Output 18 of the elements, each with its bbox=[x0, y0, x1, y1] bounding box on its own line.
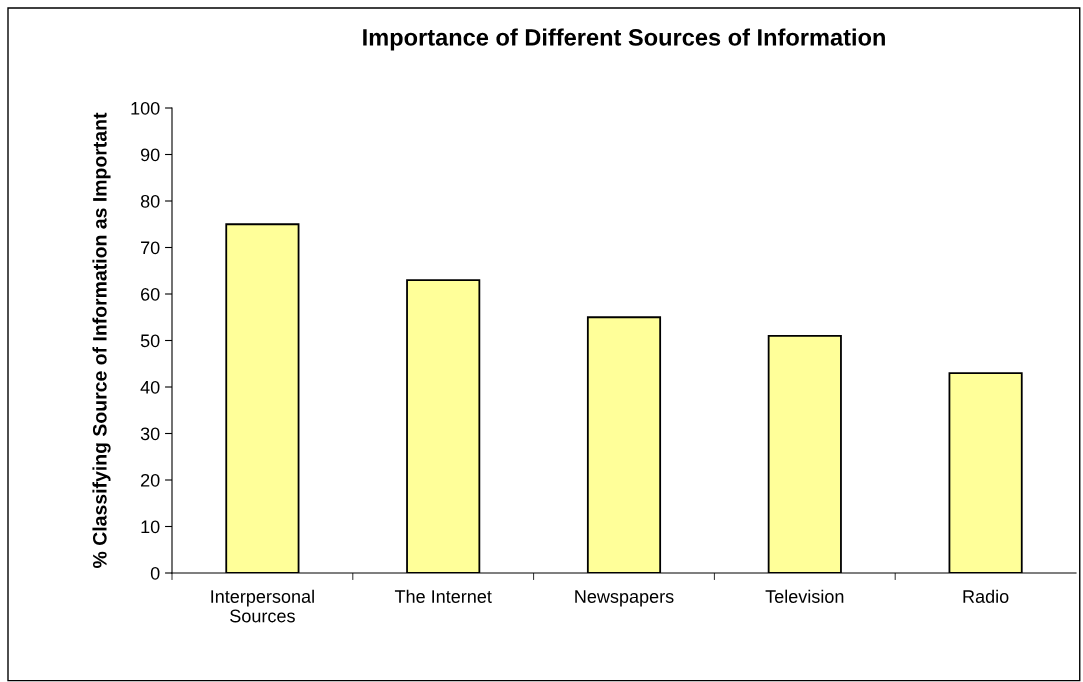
y-tick-label: 50 bbox=[140, 334, 160, 348]
y-tick-label: 20 bbox=[141, 473, 160, 487]
y-tick-label: 60 bbox=[141, 287, 160, 301]
y-tick-label: 40 bbox=[140, 380, 160, 394]
x-tick-label: Television bbox=[765, 589, 844, 603]
chart-title: Importance of Different Sources of Information bbox=[363, 28, 885, 51]
y-tick-label: 10 bbox=[141, 520, 160, 534]
y-axis-title: % Classifying Source of Information as Important bbox=[92, 112, 111, 568]
y-tick-label: 0 bbox=[150, 566, 160, 580]
x-tick-label: The Internet bbox=[394, 589, 492, 603]
y-tick-label: 100 bbox=[131, 101, 160, 115]
y-tick-label: 90 bbox=[140, 148, 160, 162]
x-tick-label: Newspapers bbox=[575, 590, 674, 607]
y-tick-label: 30 bbox=[140, 427, 160, 441]
x-tick-label: Interpersonal Sources bbox=[211, 589, 314, 623]
x-tick-label: Radio bbox=[963, 589, 1009, 603]
y-tick-label: 70 bbox=[141, 241, 160, 255]
y-tick-label: 80 bbox=[140, 194, 160, 208]
